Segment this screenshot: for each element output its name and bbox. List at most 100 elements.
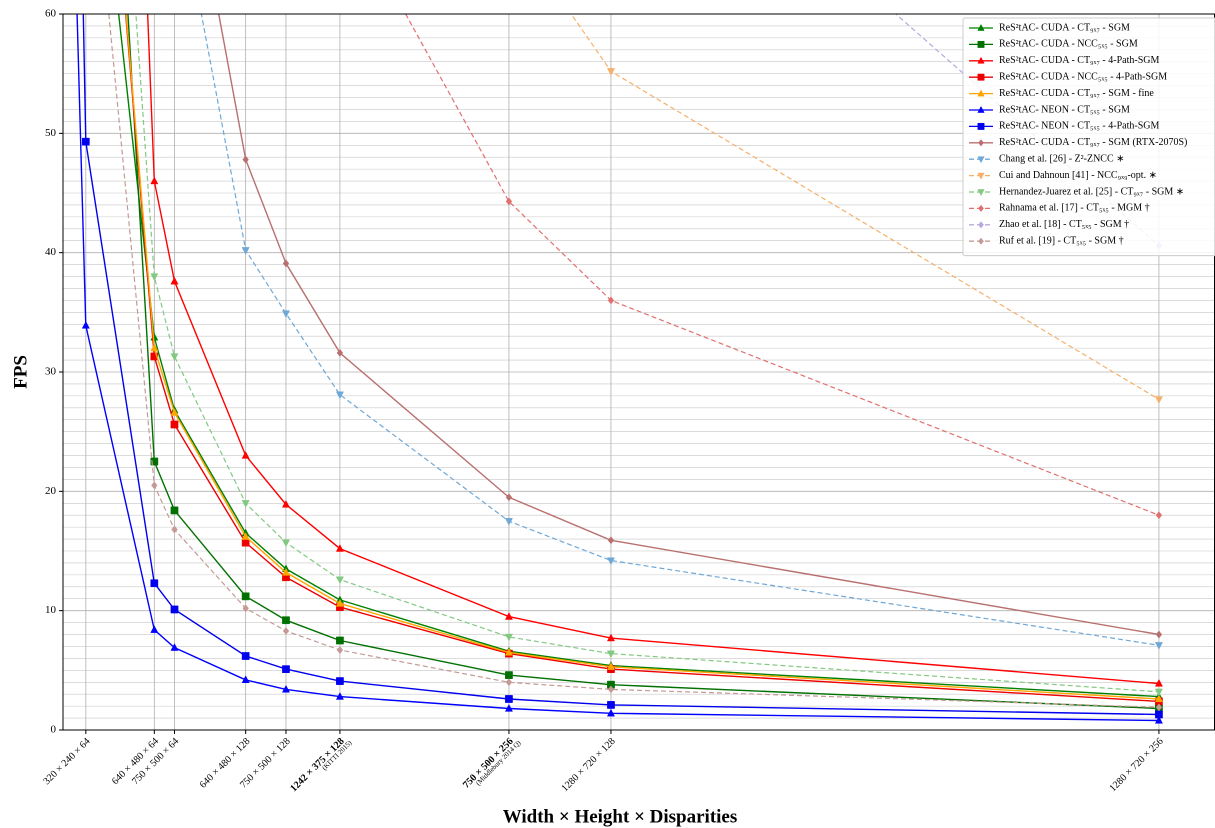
marker <box>977 189 985 197</box>
legend-label: Chang et al. [26] - Z²-ZNCC ∗ <box>999 153 1125 164</box>
marker <box>282 665 290 673</box>
marker <box>150 176 159 185</box>
marker <box>335 544 344 552</box>
marker <box>171 525 178 534</box>
marker <box>977 23 985 31</box>
y-tick-label: 40 <box>45 246 57 258</box>
marker <box>241 247 250 255</box>
y-tick-label: 20 <box>45 485 57 497</box>
legend-label: Ruf et al. [19] - CT₅ₓ₅ - SGM † <box>999 235 1124 246</box>
marker <box>335 692 344 700</box>
marker <box>335 576 344 585</box>
x-tick-label: 1242 × 375 × 128 <box>288 736 346 794</box>
marker <box>281 499 290 508</box>
marker <box>1154 678 1163 687</box>
y-tick-label: 10 <box>45 604 57 616</box>
marker <box>281 310 290 319</box>
marker <box>242 155 249 164</box>
legend-label: ReS²tAC- CUDA - CT₉ₓ₇ - SGM (RTX-2070S) <box>999 137 1187 148</box>
marker <box>150 579 159 588</box>
x-tick-label: 320 × 240 × 64 <box>41 736 92 787</box>
marker <box>336 677 344 685</box>
legend-label: ReS²tAC- NEON - CT₅ₓ₅ - 4-Path-SGM <box>999 121 1159 132</box>
marker <box>81 137 90 146</box>
marker <box>977 73 985 81</box>
marker <box>241 538 250 547</box>
marker <box>606 708 615 717</box>
legend-label: Rahnama et al. [17] - CT₅ₓ₅ - MGM † <box>999 203 1150 214</box>
marker <box>281 684 290 693</box>
series-line <box>82 14 1159 716</box>
series-line <box>404 14 1160 516</box>
marker <box>282 616 290 625</box>
marker <box>606 68 615 76</box>
marker <box>978 237 984 245</box>
marker <box>607 685 615 694</box>
marker <box>606 650 615 659</box>
marker <box>241 675 250 684</box>
marker <box>81 320 90 329</box>
marker <box>505 671 513 679</box>
x-tick-label: 1280 × 720 × 128 <box>560 736 618 794</box>
marker <box>1155 630 1163 639</box>
marker <box>607 536 615 545</box>
marker <box>336 646 344 655</box>
marker <box>978 139 984 147</box>
marker <box>170 353 179 361</box>
marker <box>241 532 250 540</box>
legend-box <box>962 17 1215 257</box>
marker <box>978 221 984 229</box>
marker <box>1154 688 1163 697</box>
marker <box>1154 642 1163 650</box>
legend: ReS²tAC- CUDA - CT₉ₓ₇ - SGM ReS²tAC- CUDA… <box>962 17 1215 257</box>
y-tick-label: 30 <box>45 366 57 378</box>
marker <box>1155 710 1163 719</box>
marker <box>150 273 159 282</box>
marker <box>241 592 250 601</box>
marker <box>170 408 179 416</box>
marker <box>977 105 985 113</box>
marker <box>281 567 290 576</box>
marker <box>241 500 250 508</box>
legend-label: Cui and Dahnoun [41] - NCC₉ₓ₉-opt. ∗ <box>999 170 1157 181</box>
legend-label: ReS²tAC- CUDA - CT₉ₓ₇ - SGM <box>999 22 1130 33</box>
marker <box>150 343 159 352</box>
marker <box>504 518 513 526</box>
marker <box>170 643 179 651</box>
marker <box>242 604 249 613</box>
marker <box>606 557 615 566</box>
legend-label: Hernandez-Juarez et al. [25] - CT₉ₓ₇ - S… <box>999 186 1184 197</box>
marker <box>241 451 250 459</box>
marker <box>335 391 344 400</box>
marker <box>607 701 615 709</box>
x-axis-label: Width × Height × Disparities <box>503 806 738 827</box>
marker <box>977 122 985 130</box>
marker <box>170 420 179 429</box>
marker <box>170 276 179 285</box>
marker <box>505 695 513 703</box>
marker <box>170 605 179 614</box>
y-tick-label: 50 <box>45 127 57 139</box>
y-tick-label: 60 <box>45 8 57 20</box>
legend-label: ReS²tAC- NEON - CT₅ₓ₅ - SGM <box>999 104 1130 115</box>
legend-label: ReS²tAC- CUDA - CT₉ₓ₇ - SGM - fine <box>999 88 1154 99</box>
plot-area <box>76 14 1163 724</box>
marker <box>977 56 985 64</box>
series-line <box>76 14 1159 722</box>
marker <box>1155 511 1163 520</box>
marker <box>282 626 290 635</box>
marker <box>606 633 615 642</box>
legend-label: ReS²tAC- CUDA - NCC₅ₓ₅ - SGM <box>999 39 1138 50</box>
marker <box>977 89 985 97</box>
marker <box>281 539 290 548</box>
marker <box>504 704 513 712</box>
x-tick-label: 750 × 500 × 256 <box>461 736 516 791</box>
y-tick-label: 0 <box>51 724 57 736</box>
marker <box>505 678 513 687</box>
marker <box>977 156 985 164</box>
marker <box>1154 694 1163 703</box>
marker <box>607 680 615 689</box>
marker <box>977 40 985 48</box>
marker <box>504 612 513 620</box>
